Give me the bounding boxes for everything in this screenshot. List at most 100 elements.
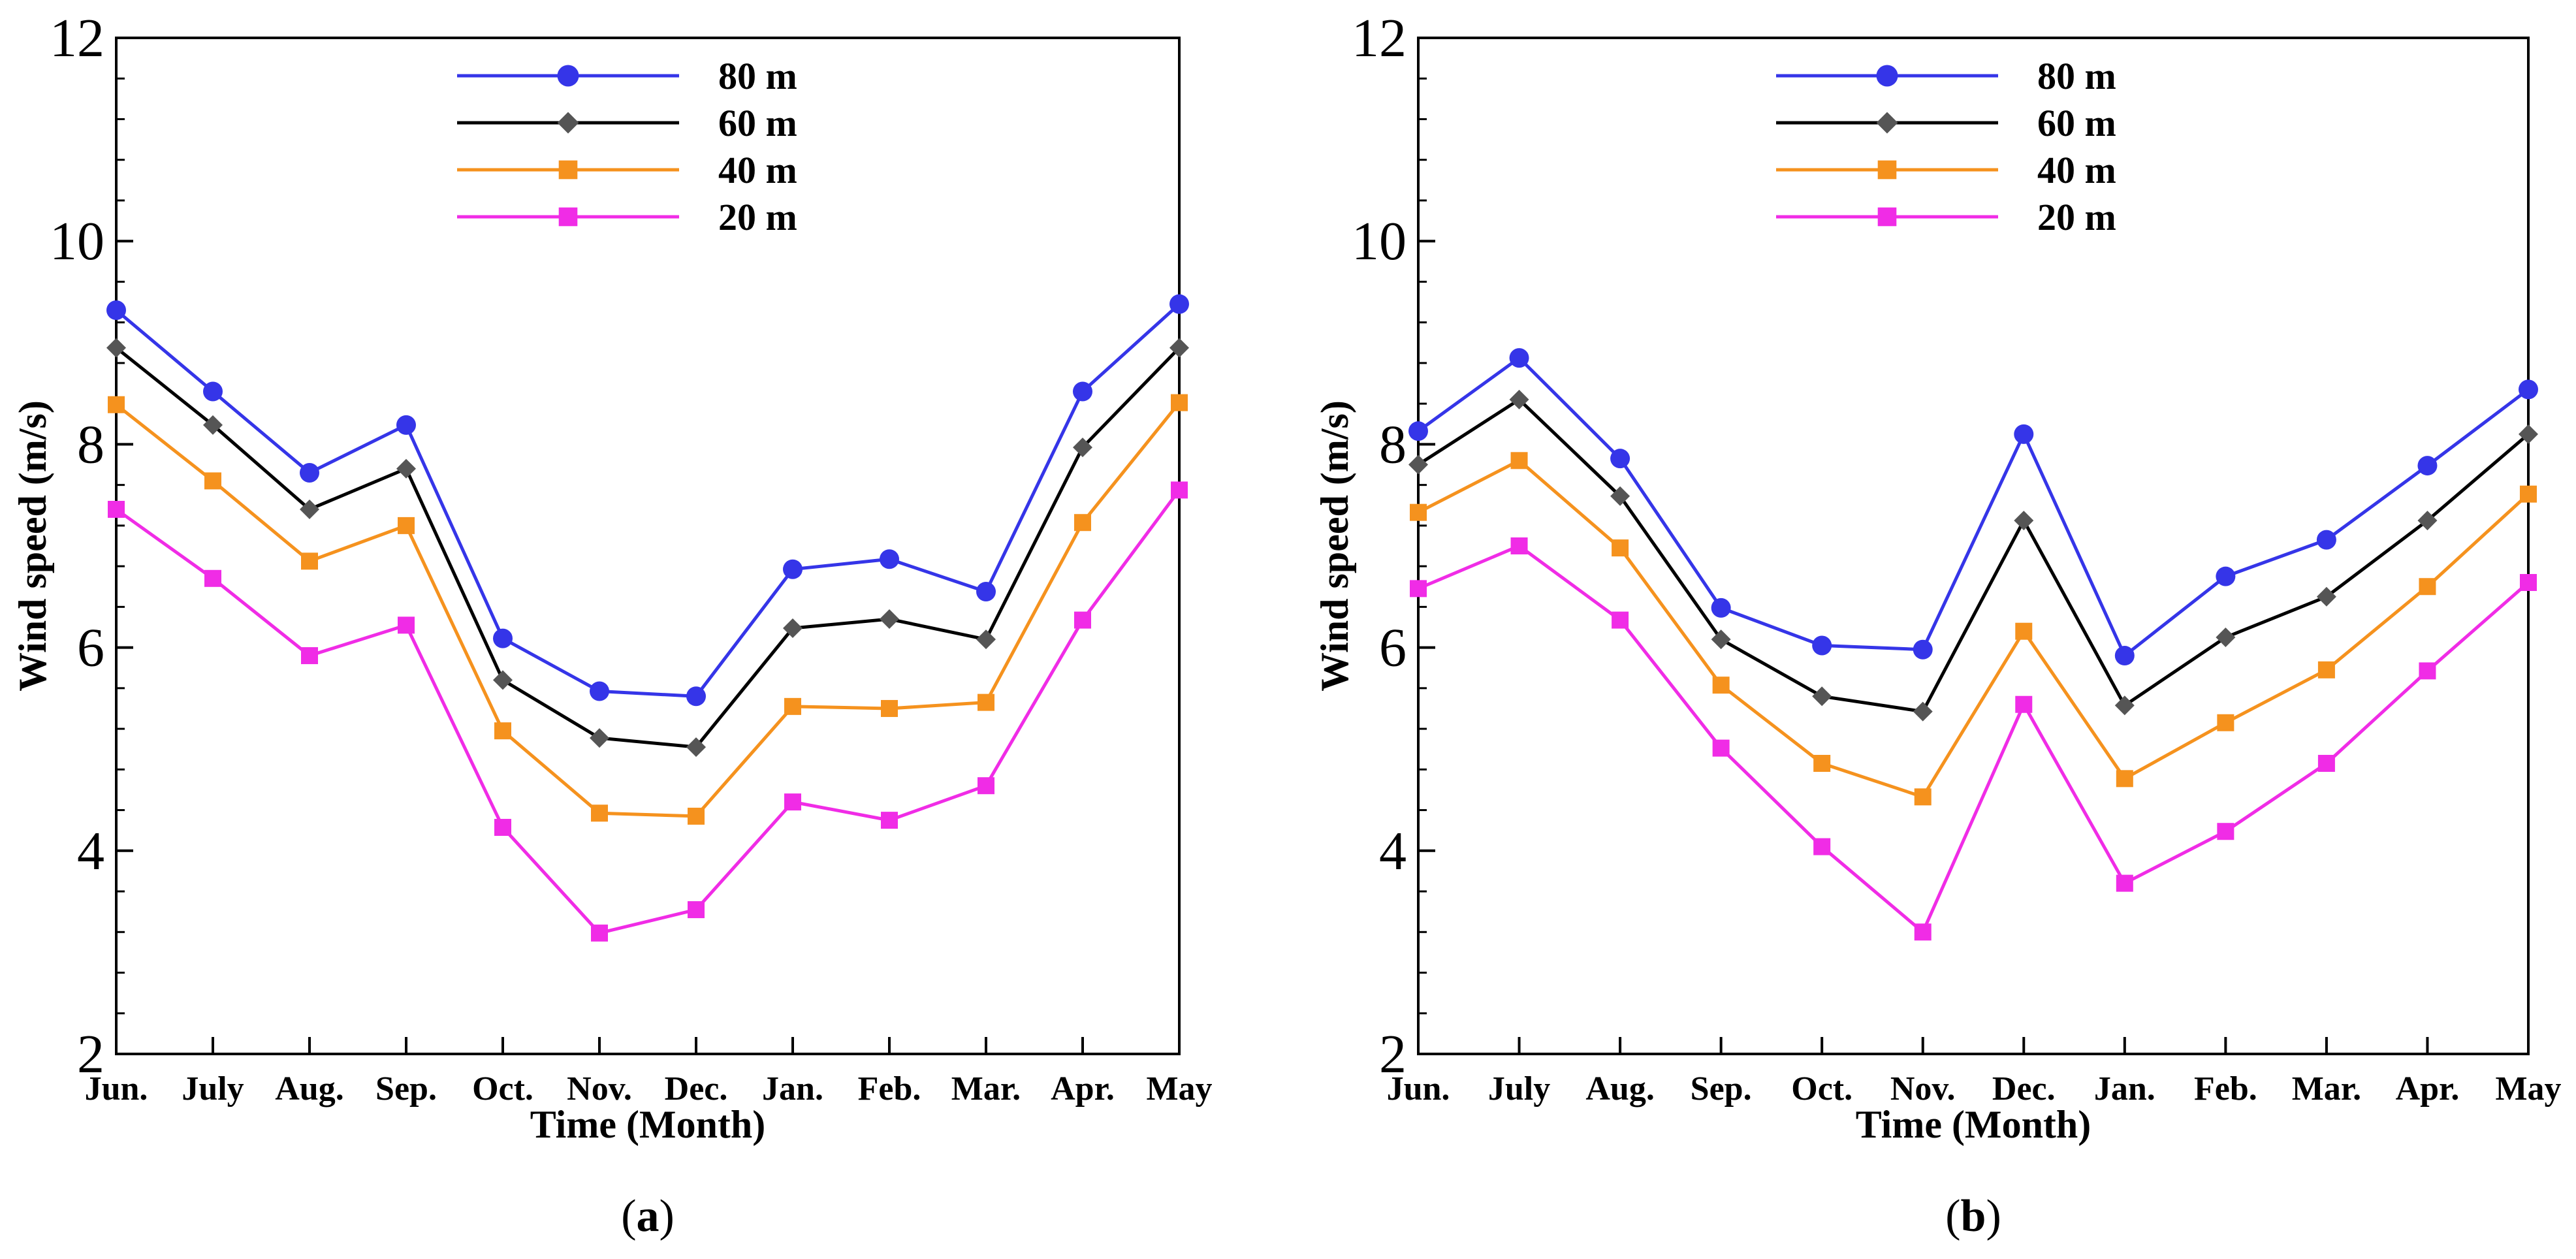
data-point: [1509, 348, 1529, 368]
data-point: [2520, 485, 2537, 503]
data-point: [590, 728, 609, 748]
data-point: [106, 338, 126, 358]
y-tick-label: 8: [1379, 414, 1407, 475]
data-point: [1712, 739, 1730, 757]
x-tick-label: Sep.: [375, 1070, 437, 1108]
plot-frame: [1417, 37, 2530, 1055]
series-80m: [1408, 348, 2538, 666]
data-point: [1914, 788, 1932, 806]
x-tick-label: Nov.: [1890, 1070, 1956, 1108]
data-point: [106, 300, 126, 321]
data-point: [494, 819, 511, 837]
data-point: [1171, 394, 1188, 411]
panel-label-open: (: [1945, 1191, 1960, 1241]
data-point: [493, 628, 513, 648]
x-axis-title: Time (Month): [530, 1103, 766, 1146]
data-point: [688, 901, 705, 919]
data-point: [2317, 754, 2335, 772]
series-line: [115, 302, 1181, 698]
y-tick-label: 4: [77, 821, 104, 882]
x-tick-label: Dec.: [665, 1070, 728, 1108]
chart-panel-a: 2 4 6 8 10 12 Jun. July Aug. Sep. Oct. Nov. Dec. Jan.…: [11, 8, 1213, 1146]
legend-marker: [558, 160, 578, 180]
data-point: [1813, 754, 1831, 772]
panel-label: (b): [1945, 1191, 2001, 1241]
data-point: [880, 549, 899, 569]
chart-panel-b: 2 4 6 8 10 12 Jun. July Aug. Sep. Oct. Nov. Dec. Jan.…: [1313, 8, 2562, 1146]
series-60m: [1408, 389, 2538, 722]
y-tick-label: 12: [1352, 8, 1407, 69]
data-point: [1073, 438, 1092, 458]
legend-entry: 60 m: [718, 102, 797, 144]
data-point: [1408, 454, 1428, 475]
legend: 80 m 60 m 40 m 20 m: [457, 55, 797, 238]
data-point: [108, 500, 125, 518]
data-point: [2114, 695, 2135, 716]
data-point: [1610, 486, 1630, 506]
y-tick-label: 4: [1379, 821, 1407, 882]
data-point: [1612, 611, 1629, 629]
series-40m: [108, 394, 1188, 825]
data-point: [881, 812, 898, 829]
data-point: [2316, 586, 2336, 607]
data-point: [1711, 630, 1731, 650]
legend-entry: 40 m: [718, 149, 797, 191]
legend-entry: 80 m: [718, 55, 797, 97]
panel-label-open: (: [621, 1191, 636, 1241]
data-point: [881, 699, 898, 717]
data-point: [976, 582, 996, 602]
data-point: [1073, 381, 1092, 402]
x-tick-label: Oct.: [472, 1070, 533, 1108]
legend-marker: [558, 207, 578, 227]
x-tick-label: Jan.: [2094, 1070, 2155, 1108]
data-point: [978, 693, 994, 711]
data-point: [1914, 923, 1932, 941]
data-point: [301, 552, 318, 570]
data-point: [2419, 578, 2436, 596]
data-point: [1169, 294, 1189, 314]
data-point: [976, 630, 996, 650]
legend-marker: [557, 65, 579, 87]
data-point: [203, 415, 223, 435]
series-80m: [106, 294, 1189, 707]
data-point: [2116, 770, 2133, 788]
x-tick-label: May: [2495, 1070, 2561, 1108]
x-tick-label: Apr.: [2396, 1070, 2460, 1108]
series-line: [1417, 458, 2530, 799]
x-tick-label: July: [182, 1070, 244, 1108]
data-point: [2014, 424, 2034, 444]
x-tick-label: Jun.: [85, 1070, 148, 1108]
panel-label-close: ): [660, 1191, 675, 1241]
x-tick-label: Apr.: [1051, 1070, 1115, 1108]
y-tick-label: 2: [1379, 1024, 1407, 1085]
x-tick-label: Nov.: [567, 1070, 632, 1108]
series-line: [115, 346, 1181, 749]
data-point: [1410, 503, 1427, 521]
data-point: [396, 458, 416, 479]
data-point: [108, 396, 125, 413]
series-60m: [106, 338, 1189, 757]
data-point: [398, 517, 415, 534]
data-point: [2519, 424, 2538, 444]
series-line: [115, 402, 1181, 818]
data-point: [2520, 574, 2537, 592]
data-point: [2417, 511, 2438, 531]
y-tick-label: 10: [1352, 211, 1407, 272]
data-point: [2216, 628, 2236, 648]
data-point: [591, 924, 608, 942]
data-point: [1813, 838, 1831, 855]
legend: 80 m 60 m 40 m 20 m: [1776, 55, 2116, 238]
y-axis-title: Wind speed (m/s): [1313, 400, 1356, 692]
data-point: [493, 670, 513, 690]
data-point: [1711, 598, 1731, 618]
panel-label-letter: b: [1961, 1191, 1986, 1241]
data-point: [1712, 677, 1730, 694]
data-point: [591, 805, 608, 822]
data-point: [590, 681, 609, 701]
data-point: [1812, 635, 1832, 656]
data-point: [494, 722, 511, 740]
data-point: [203, 381, 223, 402]
series-20m: [108, 481, 1188, 942]
legend-marker: [1876, 112, 1898, 134]
